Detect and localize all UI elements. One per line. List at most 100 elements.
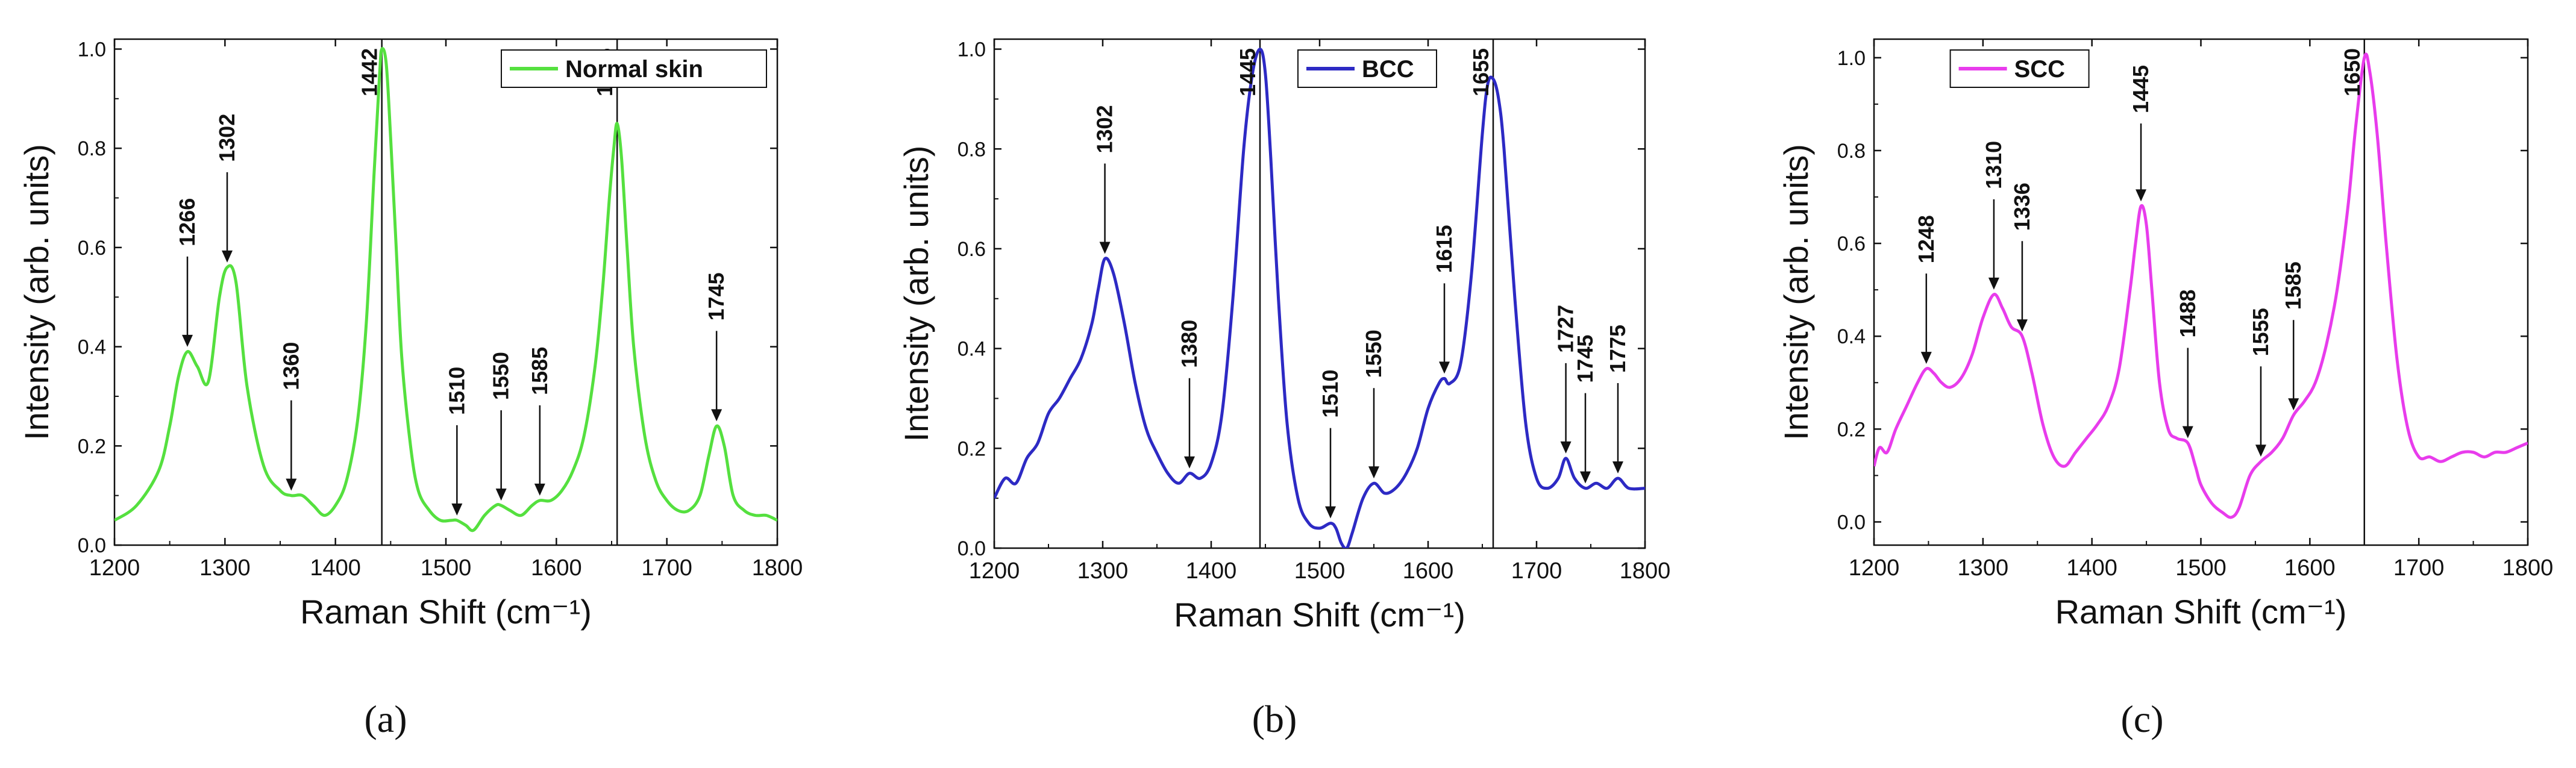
y-tick-label: 0.2 bbox=[957, 437, 986, 460]
peak-label: 1555 bbox=[2248, 308, 2273, 356]
peak-arrow-head bbox=[1560, 441, 1572, 454]
panel-label: (b) bbox=[1252, 698, 1297, 740]
y-tick-label: 0.8 bbox=[957, 138, 986, 161]
peak-arrow-head bbox=[1920, 352, 1932, 364]
peak-arrow-head bbox=[222, 250, 233, 263]
x-tick-label: 1500 bbox=[421, 555, 472, 581]
peak-arrow-head bbox=[2182, 426, 2193, 439]
peak-arrow-head bbox=[2288, 398, 2299, 411]
peak-arrow-head bbox=[2016, 319, 2028, 332]
peak-arrow-head bbox=[2255, 445, 2266, 457]
peak-arrow-head bbox=[1099, 242, 1111, 254]
x-tick-label: 1600 bbox=[1403, 558, 1454, 584]
peak-label: 1650 bbox=[2340, 48, 2364, 96]
x-tick-label: 1300 bbox=[1077, 558, 1129, 584]
y-tick-label: 0.6 bbox=[1837, 233, 1866, 255]
peak-arrow-head bbox=[2136, 189, 2147, 202]
y-axis-label: Intensity (arb. units) bbox=[17, 144, 55, 440]
peak-label: 1745 bbox=[704, 272, 729, 320]
peak-arrow-head bbox=[182, 334, 193, 347]
peak-label: 1488 bbox=[2175, 289, 2200, 337]
plot-frame bbox=[1873, 38, 2529, 546]
y-tick-label: 1.0 bbox=[957, 39, 986, 61]
x-tick-label: 1800 bbox=[2502, 555, 2554, 581]
peak-arrow-head bbox=[711, 409, 722, 422]
y-tick-label: 0.4 bbox=[957, 338, 986, 361]
y-tick-label: 0.4 bbox=[78, 336, 106, 359]
panel-label: (a) bbox=[364, 698, 407, 740]
peak-label: 1615 bbox=[1432, 225, 1456, 273]
panel-c-chart: 1200 1300 1400 1500 1600 1700 1800 0.0 0.2 0.4 0.6… bbox=[1777, 38, 2554, 740]
peak-label: 1775 bbox=[1605, 325, 1630, 373]
y-axis-label: Intensity (arb. units) bbox=[1777, 144, 1815, 440]
peak-label: 1302 bbox=[1092, 105, 1117, 153]
x-tick-label: 1600 bbox=[531, 555, 582, 581]
x-tick-label: 1400 bbox=[2066, 555, 2117, 581]
legend-label: BCC bbox=[1362, 56, 1414, 83]
y-tick-label: 0.4 bbox=[1837, 325, 1866, 348]
x-tick-label: 1200 bbox=[969, 558, 1020, 584]
x-tick-label: 1800 bbox=[752, 555, 803, 581]
peak-label: 1442 bbox=[357, 48, 382, 96]
y-tick-label: 0.0 bbox=[1837, 511, 1866, 534]
peak-arrow-head bbox=[451, 503, 463, 516]
y-tick-label: 0.8 bbox=[78, 137, 106, 160]
y-tick-label: 1.0 bbox=[78, 38, 106, 61]
series-line-normal-skin bbox=[114, 47, 777, 532]
peak-arrow-head bbox=[1439, 361, 1450, 374]
peak-arrow-head bbox=[1988, 277, 1999, 290]
peak-label: 1248 bbox=[1914, 215, 1938, 263]
peak-arrow-head bbox=[286, 478, 297, 491]
peak-label: 1360 bbox=[278, 342, 303, 390]
x-tick-label: 1500 bbox=[2175, 555, 2227, 581]
peak-label: 1336 bbox=[2010, 183, 2034, 231]
peak-label: 1380 bbox=[1177, 320, 1202, 368]
peak-arrow-head bbox=[495, 489, 507, 501]
series-line-scc bbox=[1874, 52, 2528, 519]
peak-arrow-head bbox=[1184, 456, 1195, 469]
peak-label: 1585 bbox=[527, 347, 552, 395]
x-tick-label: 1700 bbox=[2393, 555, 2445, 581]
peak-label: 1310 bbox=[1981, 141, 2006, 189]
y-axis-label: Intensity (arb. units) bbox=[897, 146, 935, 442]
panel-b-chart: 1200 1300 1400 1500 1600 1700 1800 0.0 0.2 0.4 0.6… bbox=[897, 39, 1670, 740]
peak-arrow-head bbox=[1325, 506, 1336, 519]
peak-label: 1445 bbox=[1235, 48, 1260, 96]
peak-label: 1745 bbox=[1573, 335, 1597, 383]
peak-label: 1727 bbox=[1553, 305, 1578, 353]
x-tick-label: 1700 bbox=[1511, 558, 1562, 584]
y-tick-label: 0.2 bbox=[1837, 418, 1866, 441]
x-tick-label: 1300 bbox=[1958, 555, 2009, 581]
peak-arrow-head bbox=[1612, 461, 1623, 474]
peak-arrow-head bbox=[1580, 471, 1591, 484]
x-tick-label: 1800 bbox=[1620, 558, 1671, 584]
peak-label: 1585 bbox=[2281, 261, 2305, 310]
plot-frame bbox=[113, 38, 779, 546]
peak-label: 1510 bbox=[1318, 370, 1343, 418]
peak-label: 1266 bbox=[175, 198, 199, 246]
peak-label: 1550 bbox=[489, 352, 513, 400]
x-tick-label: 1600 bbox=[2284, 555, 2336, 581]
legend-label: SCC bbox=[2014, 56, 2065, 83]
y-tick-label: 0.0 bbox=[78, 534, 106, 557]
x-tick-label: 1500 bbox=[1294, 558, 1346, 584]
x-axis-label: Raman Shift (cm⁻¹) bbox=[2055, 593, 2347, 631]
y-tick-label: 0.6 bbox=[78, 237, 106, 260]
x-tick-label: 1400 bbox=[1186, 558, 1237, 584]
peak-label: 1302 bbox=[215, 114, 239, 162]
series-line-bcc bbox=[994, 48, 1645, 548]
panel-label: (c) bbox=[2120, 698, 2163, 740]
legend-label: Normal skin bbox=[565, 56, 703, 83]
y-tick-label: 0.0 bbox=[957, 537, 986, 560]
x-tick-label: 1700 bbox=[641, 555, 692, 581]
peak-label: 1510 bbox=[444, 367, 469, 415]
y-tick-label: 0.8 bbox=[1837, 140, 1866, 163]
x-tick-label: 1200 bbox=[1849, 555, 1900, 581]
y-tick-label: 0.6 bbox=[957, 238, 986, 261]
y-tick-label: 0.2 bbox=[78, 435, 106, 458]
x-tick-label: 1200 bbox=[89, 555, 140, 581]
y-tick-label: 1.0 bbox=[1837, 47, 1866, 70]
panel-a-chart: 1200 1300 1400 1500 1600 1700 1800 0.0 0.2 0.4 0.6… bbox=[17, 38, 803, 740]
peak-label: 1655 bbox=[1468, 48, 1493, 96]
